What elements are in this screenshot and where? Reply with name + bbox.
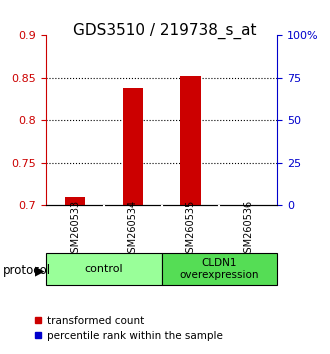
Bar	[46, 253, 162, 285]
Text: protocol: protocol	[3, 264, 51, 277]
Text: GSM260536: GSM260536	[243, 200, 253, 259]
Legend: transformed count, percentile rank within the sample: transformed count, percentile rank withi…	[28, 312, 227, 345]
Text: GDS3510 / 219738_s_at: GDS3510 / 219738_s_at	[73, 23, 257, 39]
Text: ▶: ▶	[35, 264, 44, 277]
Bar	[181, 76, 201, 205]
Text: control: control	[84, 264, 123, 274]
Text: GSM260533: GSM260533	[70, 200, 80, 259]
Text: GSM260534: GSM260534	[128, 200, 138, 259]
Bar	[65, 197, 85, 205]
Bar	[162, 253, 277, 285]
Text: GSM260535: GSM260535	[185, 200, 196, 259]
Text: CLDN1
overexpression: CLDN1 overexpression	[180, 258, 259, 280]
Bar	[123, 88, 143, 205]
